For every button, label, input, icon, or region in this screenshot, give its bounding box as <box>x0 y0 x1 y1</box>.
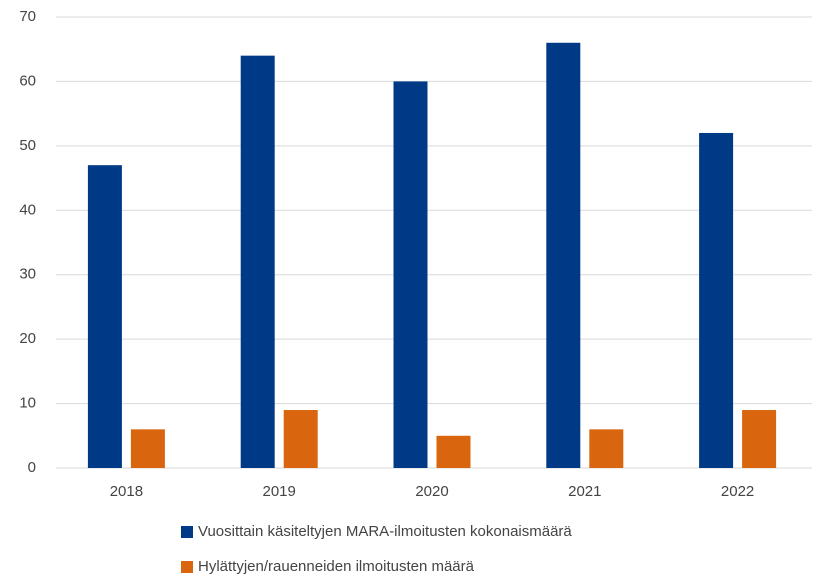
legend-swatch <box>181 526 193 538</box>
y-tick-label: 60 <box>19 72 36 89</box>
bar <box>699 132 734 468</box>
y-tick-label: 40 <box>19 201 36 218</box>
y-tick-label: 70 <box>19 8 36 25</box>
y-tick-label: 20 <box>19 330 36 347</box>
legend-swatch <box>181 561 193 573</box>
y-tick-label: 30 <box>19 266 36 283</box>
legend-label: Vuosittain käsiteltyjen MARA-ilmoitusten… <box>198 523 572 540</box>
bar <box>589 429 624 468</box>
bar <box>742 410 777 468</box>
x-tick-label: 2022 <box>721 483 754 500</box>
y-tick-label: 0 <box>28 459 36 476</box>
bar <box>283 410 318 468</box>
bar <box>240 55 275 469</box>
bar <box>393 81 428 468</box>
legend-label: Hylättyjen/rauenneiden ilmoitusten määrä <box>198 558 475 575</box>
bar <box>130 429 165 468</box>
bar <box>436 435 471 468</box>
x-tick-label: 2018 <box>110 483 143 500</box>
x-tick-label: 2019 <box>263 483 296 500</box>
bar <box>546 42 581 469</box>
x-tick-label: 2021 <box>568 483 601 500</box>
y-tick-label: 10 <box>19 395 36 412</box>
bar <box>87 165 122 468</box>
x-tick-label: 2020 <box>415 483 448 500</box>
y-tick-label: 50 <box>19 137 36 154</box>
